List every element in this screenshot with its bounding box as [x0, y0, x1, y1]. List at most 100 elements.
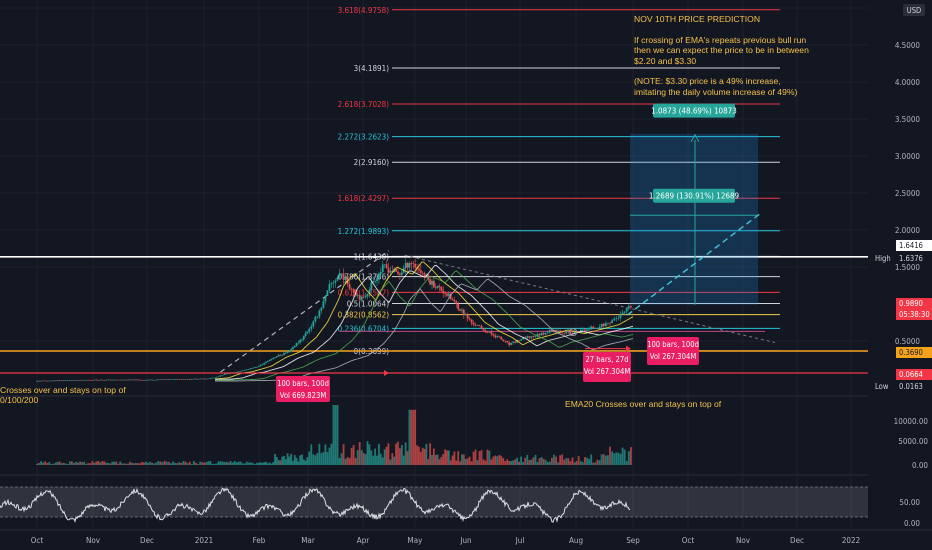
candle-body-55: [147, 379, 149, 381]
candle-body-59: [155, 379, 158, 381]
candle-body-65: [167, 379, 170, 380]
volume-bar-124: [284, 459, 287, 465]
volume-bar-123: [283, 455, 285, 465]
candle-body-45: [127, 379, 129, 381]
candle-body-131: [297, 342, 300, 344]
price-tag-bg-8: [872, 381, 893, 392]
volume-bar-99: [237, 461, 240, 465]
candle-body-200: [431, 280, 433, 285]
volume-bar-278: [586, 457, 588, 465]
candle-body-261: [551, 329, 553, 332]
candle-body-116: [270, 358, 273, 360]
candle-body-121: [279, 354, 282, 356]
volume-bar-77: [193, 461, 195, 465]
candle-body-98: [235, 371, 238, 373]
candle-body-186: [404, 262, 407, 269]
candle-body-16: [68, 380, 71, 381]
volume-bar-240: [508, 460, 511, 465]
volume-bar-196: [423, 448, 426, 465]
volume-bar-270: [569, 461, 572, 465]
candle-body-161: [356, 295, 359, 296]
volume-bar-46: [129, 461, 131, 465]
candle-body-13: [62, 380, 65, 382]
candle-body-293: [617, 317, 620, 319]
volume-bar-104: [247, 462, 250, 465]
projection-label-bg-0: [653, 103, 735, 118]
volume-bar-257: [542, 458, 545, 465]
volume-bar-79: [197, 464, 200, 465]
volume-bar-252: [532, 457, 535, 465]
projection-label-0: 1.0873 (48.69%) 10873: [651, 107, 737, 116]
candle-body-187: [406, 262, 409, 268]
candle-body-7: [50, 380, 53, 382]
volume-bar-202: [434, 454, 437, 465]
price-axis[interactable]: 5.4.50004.00003.50003.00002.50002.00001.…: [868, 0, 932, 550]
volume-bar-83: [205, 462, 208, 465]
volume-bar-212: [453, 451, 456, 465]
candle-body-265: [559, 330, 562, 333]
volume-bar-132: [299, 455, 302, 465]
volume-bar-103: [245, 461, 248, 465]
volume-bar-142: [318, 443, 321, 465]
candle-body-89: [217, 376, 220, 378]
volume-bar-98: [235, 462, 238, 465]
time-axis[interactable]: Oct Nov Dec 2021 Feb Mar Apr May Jun Jul Aug Sep Oct…: [0, 529, 932, 545]
volume-bar-101: [241, 463, 244, 465]
volume-bar-60: [157, 460, 160, 465]
candle-body-175: [383, 264, 386, 265]
volume-bar-20: [77, 462, 79, 465]
volume-bar-154: [342, 444, 345, 465]
candle-body-184: [400, 272, 403, 275]
candle-body-73: [184, 379, 187, 380]
candle-body-220: [468, 318, 471, 320]
volume-bar-241: [510, 461, 513, 465]
volume-bar-152: [338, 457, 341, 465]
volume-bar-144: [322, 452, 325, 465]
volume-bar-281: [592, 462, 595, 465]
candle-body-135: [304, 333, 307, 336]
volume-bar-31: [99, 462, 102, 465]
candle-body-6: [48, 380, 51, 382]
volume-bar-283: [596, 459, 599, 465]
volume-bar-226: [480, 450, 483, 465]
volume-bar-122: [281, 456, 284, 465]
volume-bar-86: [211, 463, 214, 465]
candle-body-8: [52, 380, 55, 382]
volume-bar-295: [621, 447, 624, 465]
candle-body-243: [514, 341, 517, 343]
candle-body-33: [103, 380, 106, 381]
candle-body-154: [342, 273, 345, 280]
fib-label-2: 2.618(3.7028): [338, 100, 390, 109]
range-label-line-1-1: Vol 267.304M: [584, 367, 631, 376]
candle-body-19: [75, 379, 77, 381]
candle-body-30: [97, 379, 100, 381]
candle-body-254: [536, 333, 539, 337]
volume-bar-109: [257, 462, 260, 465]
candle-body-143: [320, 307, 323, 311]
candle-body-105: [249, 368, 252, 370]
candle-body-43: [123, 379, 126, 381]
volume-bar-112: [263, 462, 266, 465]
volume-bar-96: [231, 462, 234, 465]
candle-body-269: [567, 331, 570, 333]
candle-body-90: [219, 375, 222, 377]
fib-label-11: 0.382(0.8562): [338, 311, 390, 320]
fib-label-4: 2(2.9160): [354, 158, 390, 167]
time-label-3: 2021: [195, 536, 213, 545]
candle-body-87: [213, 377, 216, 379]
candle-body-159: [352, 289, 355, 293]
ema-lines: [214, 261, 634, 382]
ema-line-0: [214, 261, 634, 380]
volume-bar-110: [259, 462, 262, 465]
candle-body-69: [176, 379, 179, 380]
price-tag-bg-4: [896, 309, 932, 320]
volume-bar-40: [117, 463, 120, 465]
candle-body-234: [496, 336, 499, 338]
candle-body-126: [288, 351, 291, 353]
volume-bar-185: [402, 455, 405, 465]
candle-body-132: [299, 340, 302, 343]
volume-bar-91: [221, 461, 224, 465]
volume-bar-21: [79, 461, 82, 465]
volume-bar-189: [410, 409, 413, 465]
